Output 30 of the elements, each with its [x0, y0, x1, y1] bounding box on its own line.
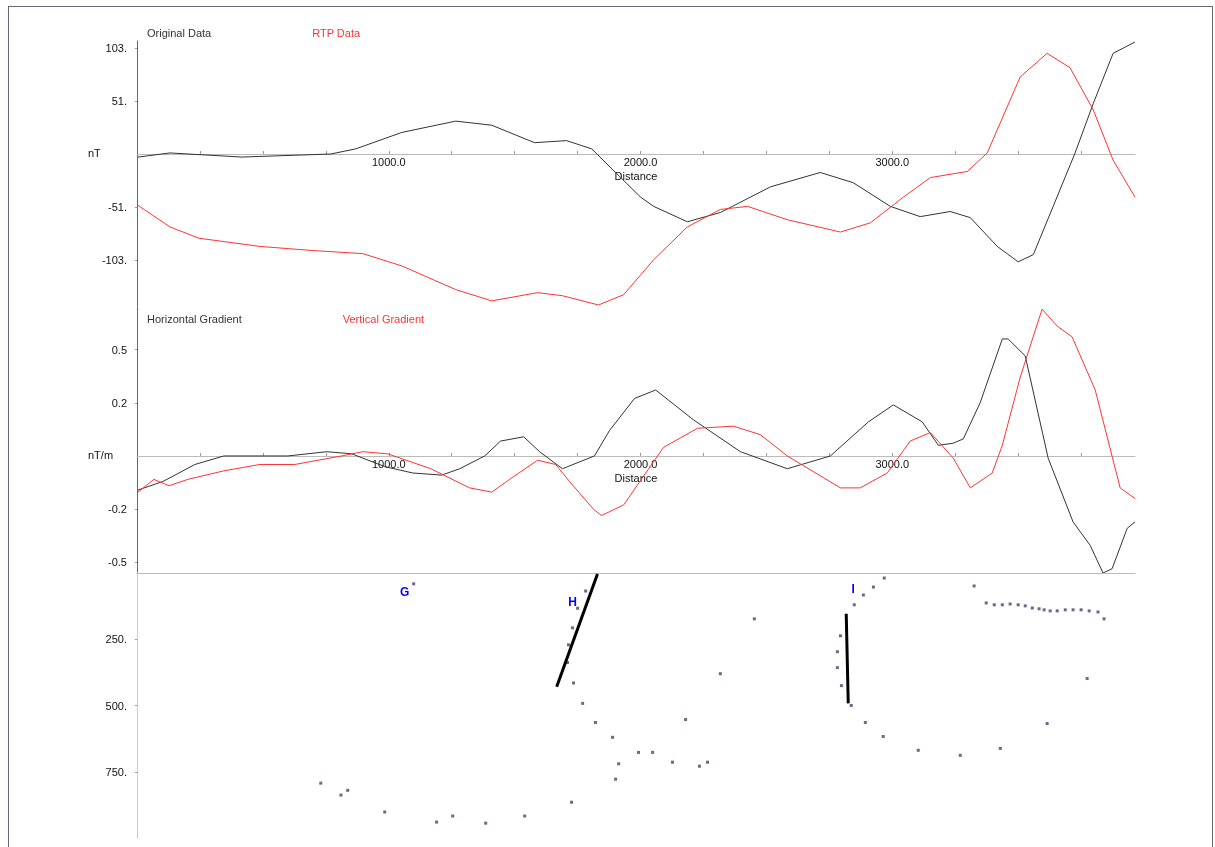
y-tick-label: -0.2 [108, 503, 127, 516]
y-tick-label: -0.5 [108, 556, 127, 569]
text: Vertical Gradient [342, 313, 425, 325]
x-tick-label: 2000.0 [623, 156, 658, 169]
x-tick-label: 3000.0 [875, 458, 910, 471]
annotation: I [851, 581, 855, 596]
text: Original Data [147, 27, 213, 39]
text: Horizontal Gradient [147, 313, 242, 325]
x-axis-title: Distance [614, 472, 658, 485]
line-series [137, 308, 1136, 517]
y-tick-label: 500. [105, 699, 127, 712]
text: RTP Data [312, 27, 361, 39]
line-series [137, 41, 1136, 263]
x-tick-label: 3000.0 [875, 156, 910, 169]
y-tick-label: 250. [105, 633, 127, 646]
y-tick-label: 0.2 [111, 396, 127, 409]
x-tick-label: 2000.0 [623, 458, 658, 471]
y-axis-title: nT [88, 147, 102, 160]
x-tick-label: 1000.0 [371, 156, 406, 169]
y-axis-title: nT/m [88, 449, 114, 462]
y-tick-label: 51. [111, 95, 127, 108]
line-series [137, 338, 1136, 574]
line-series [137, 52, 1136, 306]
y-tick-label: 0.5 [111, 343, 127, 356]
y-tick-label: -51. [108, 200, 127, 213]
y-tick-label: 103. [105, 42, 127, 55]
y-tick-label: -103. [101, 253, 127, 266]
annotation: H [568, 595, 577, 610]
annotation: G [400, 584, 410, 599]
y-tick-label: 750. [105, 765, 127, 778]
